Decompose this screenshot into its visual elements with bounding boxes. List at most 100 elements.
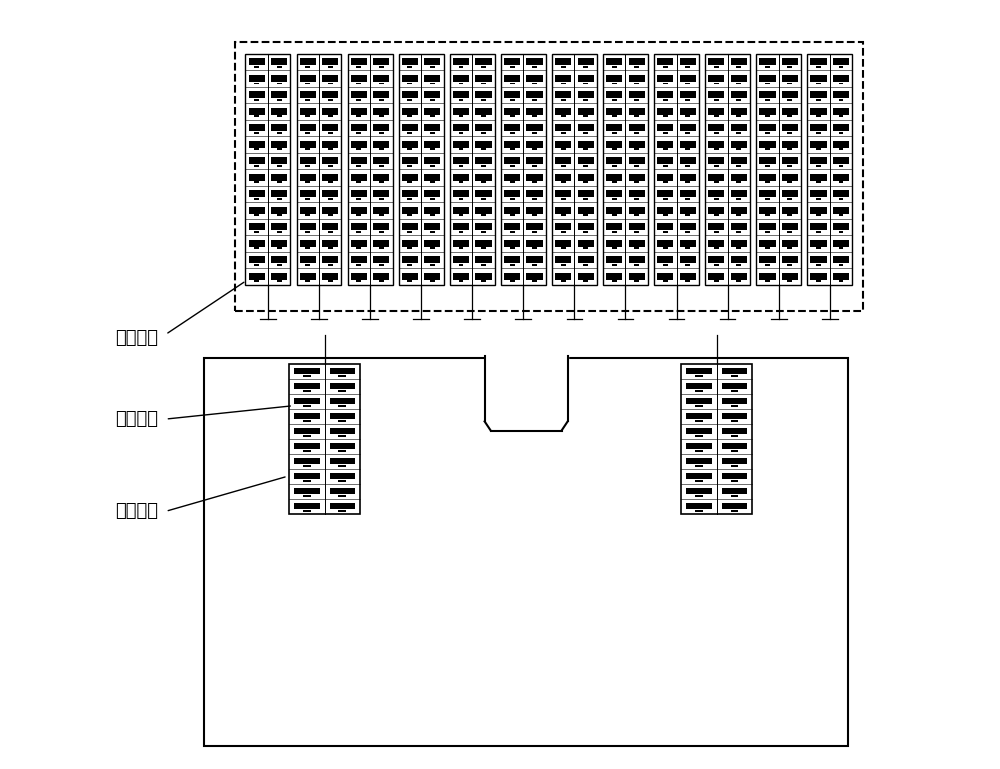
Bar <box>322 174 338 181</box>
Bar <box>277 215 282 216</box>
Bar <box>356 132 361 134</box>
Bar <box>816 215 821 216</box>
Bar <box>330 428 355 434</box>
Bar <box>708 256 724 263</box>
Bar <box>402 108 418 115</box>
Bar <box>578 108 594 115</box>
Bar <box>634 99 639 101</box>
Bar <box>578 92 594 98</box>
Bar <box>561 231 566 233</box>
Bar <box>736 248 741 249</box>
Bar <box>810 158 827 165</box>
Bar <box>634 248 639 249</box>
Bar <box>303 390 311 391</box>
Bar <box>249 108 265 115</box>
Bar <box>839 148 843 151</box>
Bar <box>606 58 622 65</box>
Bar <box>839 215 843 216</box>
Bar <box>583 165 588 167</box>
Bar <box>736 115 741 118</box>
Bar <box>330 368 355 375</box>
Bar <box>407 132 412 134</box>
Bar <box>351 207 367 214</box>
Bar <box>722 503 747 509</box>
Bar <box>680 190 696 197</box>
Bar <box>510 165 515 167</box>
Bar <box>833 75 849 82</box>
Bar <box>731 190 747 197</box>
Bar <box>685 132 690 134</box>
Bar <box>583 215 588 216</box>
Bar <box>708 223 724 230</box>
Bar <box>254 165 259 167</box>
Bar <box>816 280 821 282</box>
Bar <box>526 207 543 214</box>
Bar <box>578 273 594 280</box>
Bar <box>603 54 648 285</box>
Bar <box>277 132 282 134</box>
Bar <box>555 108 571 115</box>
Bar <box>373 256 389 263</box>
Bar <box>510 99 515 101</box>
Bar <box>612 248 617 249</box>
Bar <box>731 494 738 497</box>
Bar <box>510 248 515 249</box>
Bar <box>663 215 668 216</box>
Bar <box>714 99 719 101</box>
Bar <box>510 132 515 134</box>
Bar <box>526 158 543 165</box>
Bar <box>338 375 346 377</box>
Bar <box>663 115 668 118</box>
Bar <box>686 488 712 494</box>
Bar <box>663 198 668 200</box>
Bar <box>663 248 668 249</box>
Bar <box>612 99 617 101</box>
Bar <box>300 273 316 280</box>
Bar <box>322 141 338 148</box>
Bar <box>654 54 699 285</box>
Bar <box>373 92 389 98</box>
Bar <box>510 280 515 282</box>
Bar <box>407 99 412 101</box>
Bar <box>722 398 747 404</box>
Bar <box>833 256 849 263</box>
Bar <box>839 66 843 68</box>
Bar <box>561 82 566 85</box>
Bar <box>839 198 843 200</box>
Bar <box>249 190 265 197</box>
Bar <box>481 198 486 200</box>
Bar <box>629 125 645 131</box>
Bar <box>634 165 639 167</box>
Bar <box>532 231 537 233</box>
Bar <box>504 125 520 131</box>
Bar <box>510 198 515 200</box>
Bar <box>297 54 341 285</box>
Bar <box>714 181 719 183</box>
Bar <box>810 141 827 148</box>
Bar <box>839 280 843 282</box>
Bar <box>663 82 668 85</box>
Bar <box>271 174 287 181</box>
Bar <box>328 82 333 85</box>
Bar <box>833 141 849 148</box>
Bar <box>277 99 282 101</box>
Bar <box>787 215 792 216</box>
Bar <box>606 256 622 263</box>
Bar <box>459 248 463 249</box>
Bar <box>402 256 418 263</box>
Bar <box>736 99 741 101</box>
Bar <box>407 280 412 282</box>
Bar <box>303 480 311 481</box>
Bar <box>407 66 412 68</box>
Bar <box>612 132 617 134</box>
Bar <box>424 141 440 148</box>
Bar <box>810 273 827 280</box>
Bar <box>816 165 821 167</box>
Bar <box>555 273 571 280</box>
Bar <box>379 148 384 151</box>
Bar <box>731 510 738 511</box>
Bar <box>555 58 571 65</box>
Bar <box>475 223 492 230</box>
Bar <box>407 215 412 216</box>
Bar <box>782 141 798 148</box>
